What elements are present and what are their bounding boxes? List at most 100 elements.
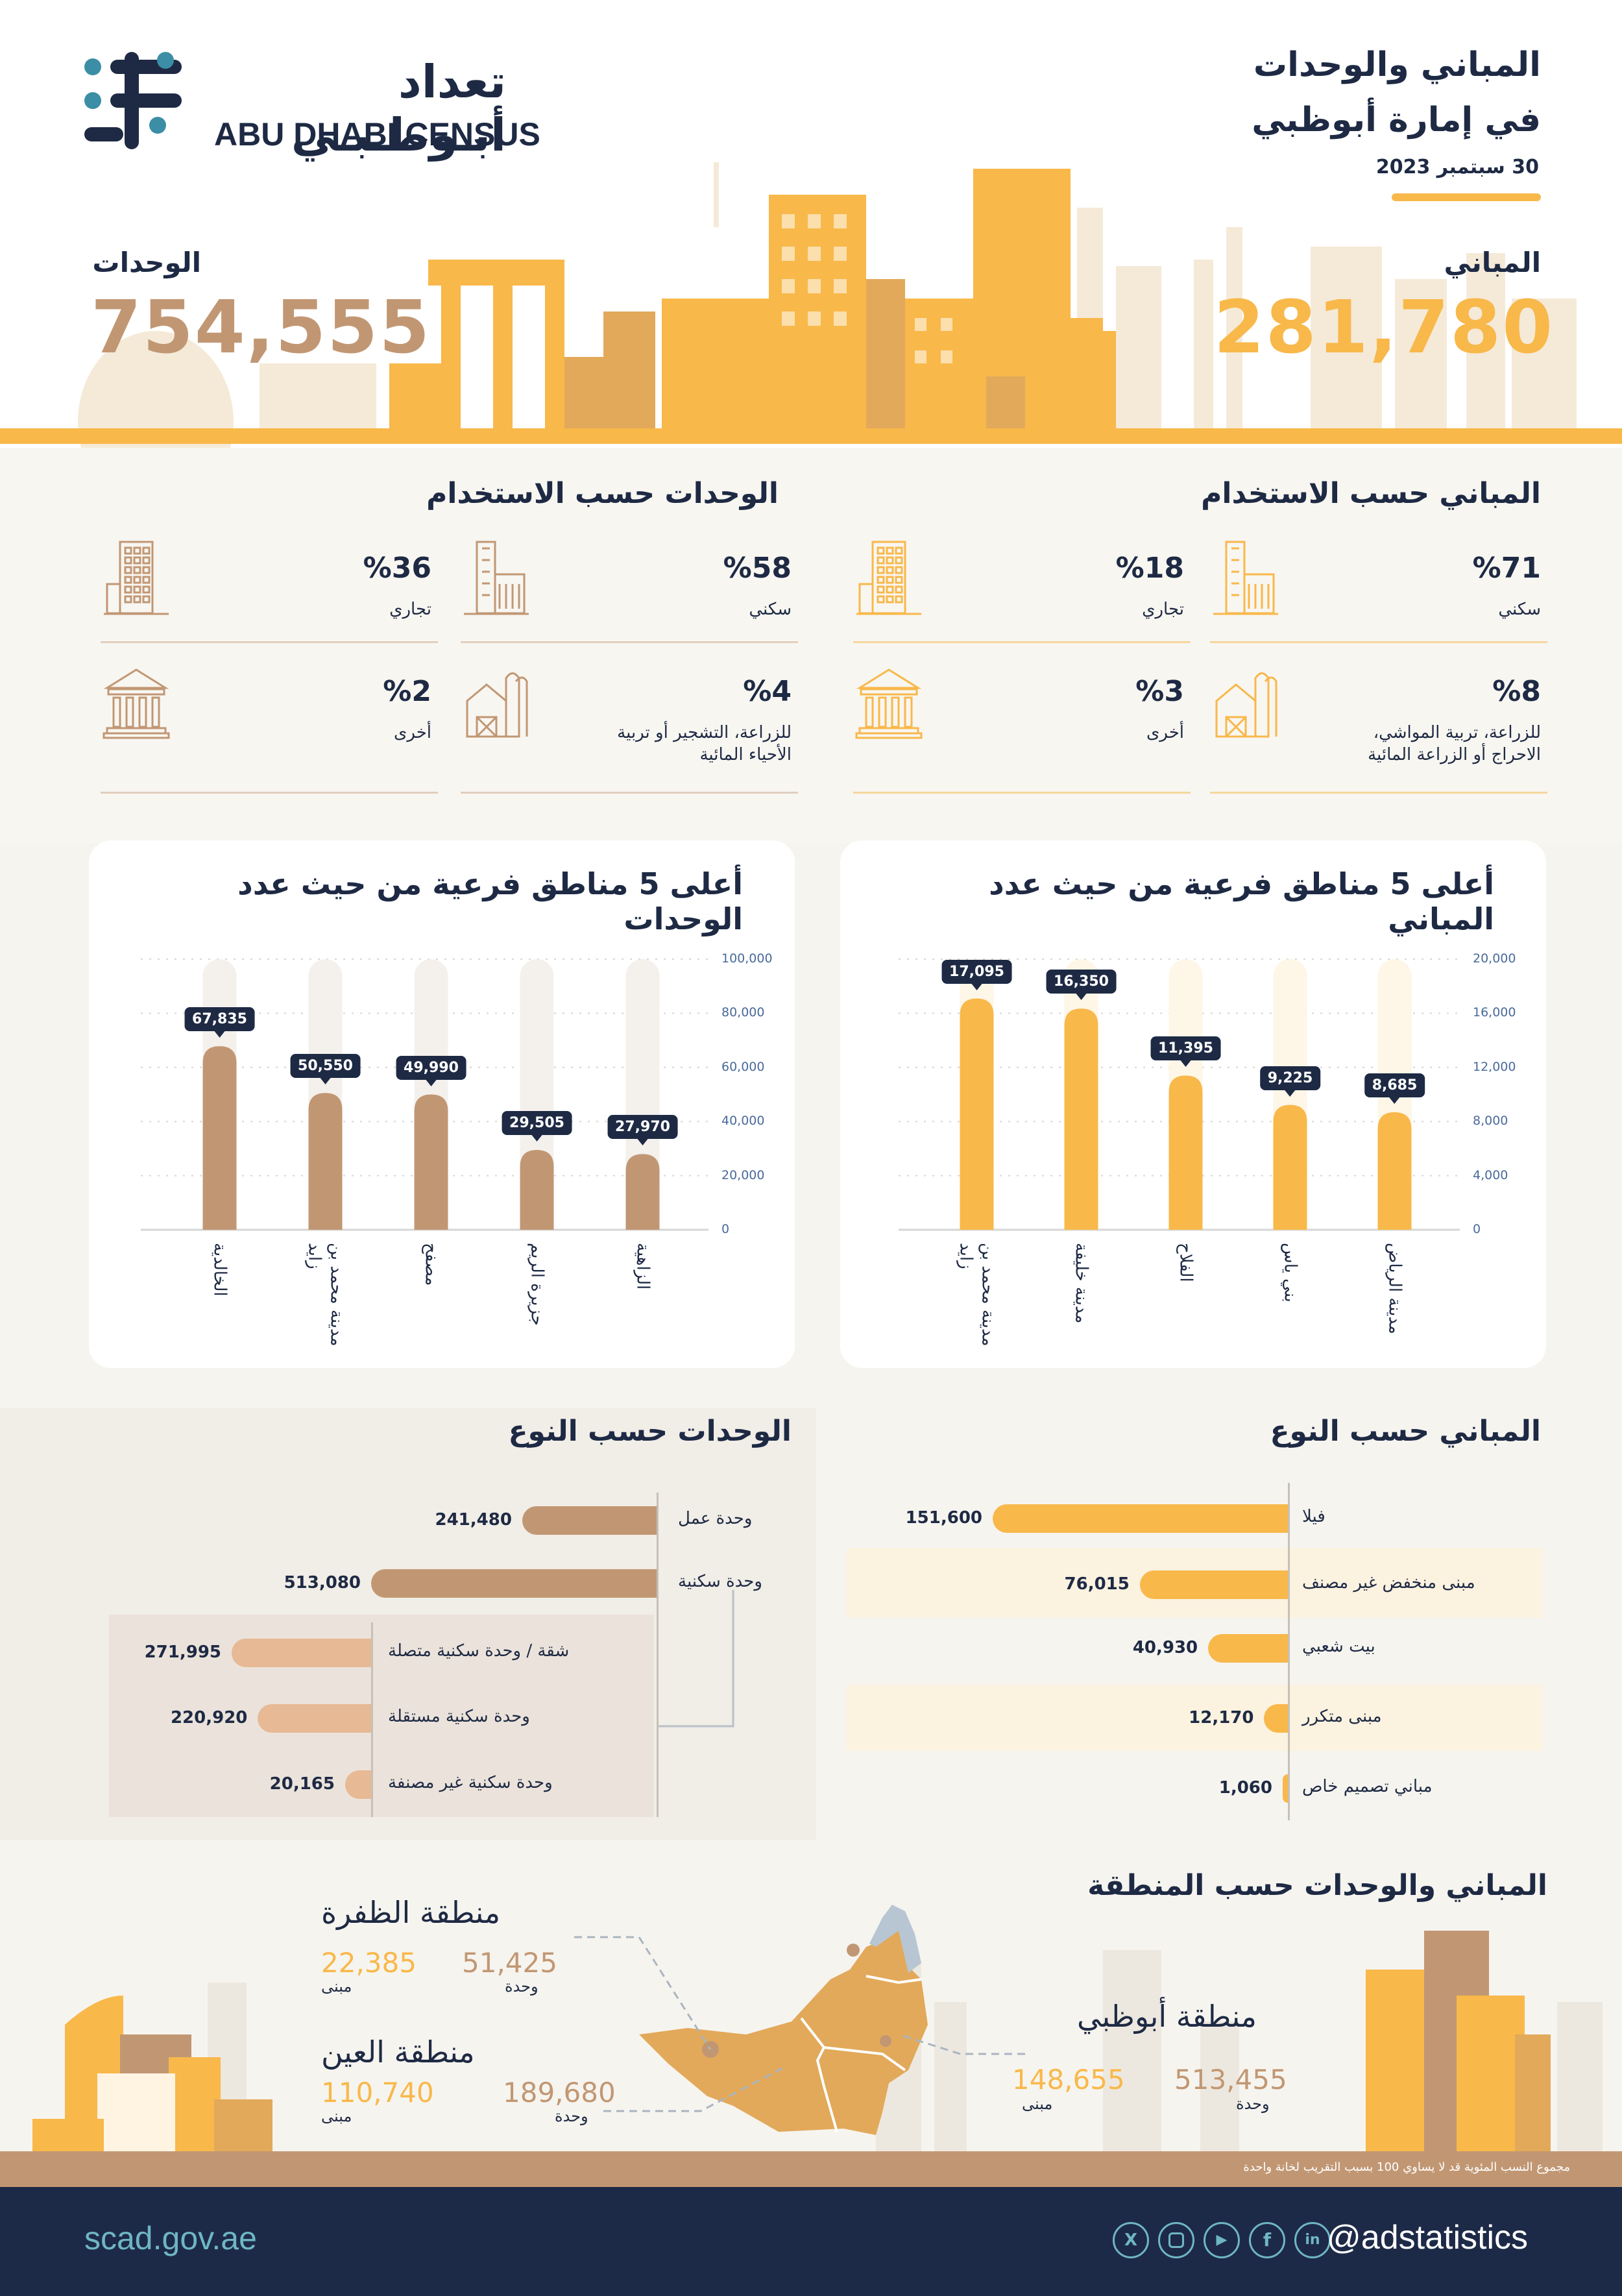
divider: [101, 641, 438, 643]
stat-pct: %3: [1135, 675, 1184, 708]
instagram-icon[interactable]: [1158, 2222, 1194, 2258]
residential-breakdown-box: [109, 1615, 654, 1817]
bar: [371, 1569, 657, 1598]
value-label: 8,685: [1364, 1073, 1425, 1104]
divider: [101, 792, 438, 794]
top5-units-title: أعلى 5 مناطق فرعية من حيث عدد الوحدات: [237, 866, 743, 936]
category-label: مدينة خليفة: [1071, 1243, 1091, 1324]
y-tick-label: 20,000: [721, 1167, 765, 1182]
y-tick-label: 0: [721, 1222, 730, 1236]
y-tick-label: 12,000: [1473, 1059, 1516, 1074]
residential-building-icon: [1213, 541, 1278, 615]
use-stat-cell: %8 للزراعة، تربية المواشي، الاحراج أو الز…: [1210, 662, 1547, 794]
by-use-section: [0, 448, 1622, 844]
use-stat-cell: %58 سكني: [461, 539, 798, 662]
buildings-by-use-title: المباني حسب الاستخدام: [1201, 477, 1541, 510]
social-handle[interactable]: @adstatistics: [1327, 2219, 1528, 2256]
category-label: الفلاح: [1176, 1243, 1196, 1282]
use-stat-cell: %18 تجاري: [853, 539, 1191, 662]
stat-icon-box: [853, 662, 983, 759]
units-by-use-title: الوحدات حسب الاستخدام: [426, 477, 779, 510]
divider: [461, 792, 798, 794]
bar: [1064, 1008, 1098, 1230]
chart-canvas: [899, 959, 1460, 1231]
title-underline: [1392, 193, 1541, 201]
top5-units-card: أعلى 5 مناطق فرعية من حيث عدد الوحدات 0 2…: [89, 840, 795, 1368]
category-label: مدينة الرياض: [1385, 1243, 1405, 1334]
axis-line: [371, 1622, 373, 1817]
social-icons: X ▶ f in: [1113, 2222, 1331, 2258]
units-label: الوحدات: [92, 247, 201, 278]
category-label: الزاهية: [633, 1243, 653, 1290]
category-label: مباني تصميم خاص: [1302, 1777, 1433, 1796]
dhafra-buildings-label: مبنى: [321, 1977, 352, 1996]
category-label: مبنى منخفض غير مصنف: [1302, 1573, 1475, 1593]
divider: [853, 792, 1191, 794]
use-stat-cell: %4 للزراعة، التشجير أو تربية الأحياء الما…: [461, 662, 798, 794]
report-date: 30 سبتمبر 2023: [1375, 156, 1539, 178]
bar: [520, 1149, 554, 1230]
x-icon[interactable]: X: [1113, 2222, 1149, 2258]
y-tick-label: 0: [1473, 1222, 1481, 1236]
bar: [258, 1704, 371, 1733]
connector-line: [659, 1590, 734, 1728]
farm-building-icon: [466, 672, 528, 738]
facebook-icon[interactable]: f: [1249, 2222, 1285, 2258]
abudhabi-region-name: منطقة أبوظبي: [1077, 1999, 1257, 2034]
divider: [1210, 792, 1547, 794]
stat-pct: %36: [363, 552, 431, 585]
stat-label: تجاري: [389, 600, 431, 619]
stat-label: أخرى: [394, 723, 431, 742]
residential-building-icon: [464, 541, 529, 615]
stat-label: تجاري: [1142, 600, 1184, 619]
regions-section: المباني والوحدات حسب المنطقة منطقة الظفر…: [0, 1840, 1622, 2187]
youtube-icon[interactable]: ▶: [1204, 2222, 1240, 2258]
linkedin-icon[interactable]: in: [1294, 2222, 1331, 2258]
bar: [1168, 1075, 1203, 1230]
bar: [345, 1770, 371, 1799]
divider: [853, 641, 1191, 643]
category-label: مدينة محمد بن زايد: [956, 1243, 998, 1347]
bar: [960, 998, 994, 1230]
ain-buildings-label: مبنى: [321, 2107, 352, 2125]
value-label: 11,395: [1150, 1036, 1221, 1068]
website-link[interactable]: scad.gov.ae: [84, 2220, 257, 2256]
value-label: 50,550: [290, 1054, 361, 1085]
commercial-building-icon: [856, 541, 921, 615]
page-title-line2: في إمارة أبوظبي: [1252, 101, 1541, 140]
value-label: 49,990: [396, 1055, 466, 1086]
value-label: 67,835: [184, 1007, 255, 1038]
brand-name-ar: تعداد أبـوظـبـي: [291, 55, 506, 162]
axis-line: [657, 1493, 659, 1817]
abudhabi-buildings-value: 148,655: [1012, 2064, 1125, 2095]
value-label: 220,920: [170, 1708, 248, 1728]
value-label: 271,995: [144, 1643, 221, 1662]
dhafra-units-value: 51,425: [462, 1947, 557, 1979]
category-label: مبنى متكرر: [1302, 1707, 1382, 1726]
divider: [461, 641, 798, 643]
use-stat-cell: %2 أخرى: [101, 662, 438, 794]
page-title-line1: المباني والوحدات: [1253, 45, 1541, 84]
y-tick-label: 8,000: [1473, 1114, 1508, 1129]
region-illustration: [32, 1905, 1603, 2164]
category-label: وحدة عمل: [678, 1509, 753, 1528]
bar: [625, 1154, 660, 1230]
y-tick-label: 80,000: [721, 1005, 765, 1020]
bar: [1273, 1105, 1307, 1230]
use-stat-cell: %71 سكني: [1210, 539, 1547, 662]
y-tick-label: 60,000: [721, 1059, 765, 1074]
buildings-label: المباني: [1444, 247, 1541, 278]
units-total: 754,555: [91, 286, 431, 370]
value-label: 12,170: [1189, 1708, 1254, 1728]
header: تعداد أبـوظـبـي ABU DHABI CENSUS المباني…: [0, 0, 1622, 448]
category-label: شقة / وحدة سكنية متصلة: [388, 1641, 570, 1661]
value-label: 17,095: [941, 959, 1012, 990]
commercial-building-icon: [104, 541, 169, 615]
top5-buildings-title: أعلى 5 مناطق فرعية من حيث عدد المباني: [989, 866, 1494, 936]
category-label: فيلا: [1302, 1507, 1325, 1526]
stat-label: سكني: [1498, 600, 1541, 619]
buildings-by-type-title: المباني حسب النوع: [1270, 1415, 1541, 1448]
brand-name-en: ABU DHABI CENSUS: [214, 116, 540, 153]
stat-icon-box: [1210, 539, 1340, 636]
ain-buildings-value: 110,740: [321, 2077, 434, 2108]
